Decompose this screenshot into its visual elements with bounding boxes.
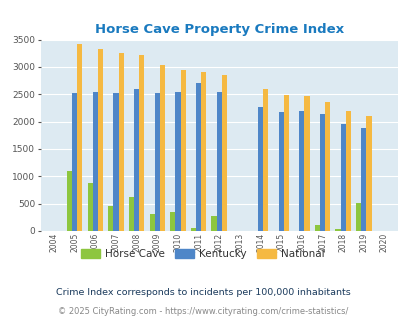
Bar bbox=[304, 96, 309, 231]
Bar bbox=[355, 203, 360, 231]
Bar bbox=[190, 228, 196, 231]
Bar bbox=[72, 93, 77, 231]
Bar bbox=[175, 91, 180, 231]
Bar bbox=[180, 70, 185, 231]
Bar bbox=[170, 213, 175, 231]
Bar bbox=[134, 89, 139, 231]
Bar bbox=[113, 93, 118, 231]
Bar bbox=[154, 93, 160, 231]
Bar bbox=[196, 83, 200, 231]
Bar bbox=[283, 95, 288, 231]
Bar bbox=[92, 91, 98, 231]
Bar bbox=[77, 44, 82, 231]
Bar bbox=[345, 111, 350, 231]
Bar bbox=[139, 55, 144, 231]
Bar bbox=[211, 216, 216, 231]
Bar bbox=[324, 102, 329, 231]
Bar bbox=[108, 206, 113, 231]
Text: Crime Index corresponds to incidents per 100,000 inhabitants: Crime Index corresponds to incidents per… bbox=[55, 287, 350, 297]
Bar bbox=[98, 49, 103, 231]
Bar bbox=[221, 75, 226, 231]
Title: Horse Cave Property Crime Index: Horse Cave Property Crime Index bbox=[94, 23, 343, 36]
Bar bbox=[67, 171, 72, 231]
Bar bbox=[200, 72, 206, 231]
Bar bbox=[160, 65, 164, 231]
Bar bbox=[298, 111, 304, 231]
Bar bbox=[314, 225, 319, 231]
Bar bbox=[340, 124, 345, 231]
Bar bbox=[360, 128, 365, 231]
Bar bbox=[319, 114, 324, 231]
Bar bbox=[278, 112, 283, 231]
Bar bbox=[128, 197, 134, 231]
Bar bbox=[365, 116, 371, 231]
Bar bbox=[262, 89, 268, 231]
Bar bbox=[149, 214, 154, 231]
Bar bbox=[216, 91, 221, 231]
Bar bbox=[118, 53, 124, 231]
Bar bbox=[87, 183, 92, 231]
Legend: Horse Cave, Kentucky, National: Horse Cave, Kentucky, National bbox=[77, 245, 328, 263]
Bar bbox=[335, 229, 340, 231]
Text: © 2025 CityRating.com - https://www.cityrating.com/crime-statistics/: © 2025 CityRating.com - https://www.city… bbox=[58, 307, 347, 316]
Bar bbox=[257, 107, 262, 231]
